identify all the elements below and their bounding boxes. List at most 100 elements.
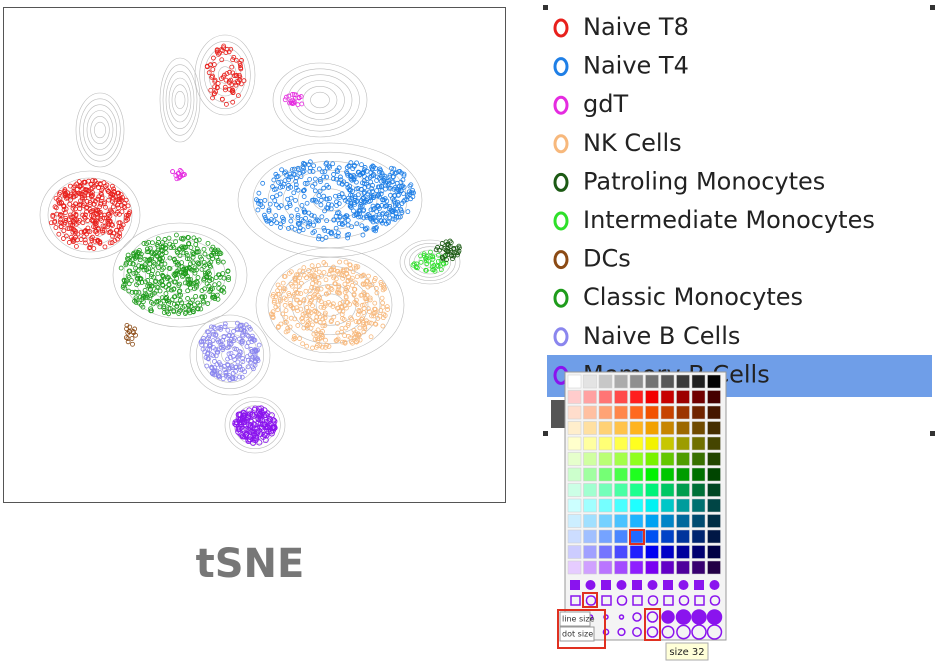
color-swatch[interactable] [691, 467, 706, 482]
color-swatch[interactable] [598, 498, 613, 513]
legend-marker[interactable] [553, 327, 569, 347]
color-swatch[interactable] [691, 421, 706, 435]
color-swatch[interactable] [567, 483, 582, 497]
color-swatch[interactable] [691, 452, 706, 466]
dot-size[interactable] [646, 626, 659, 638]
legend-label[interactable]: Classic Monocytes [583, 283, 803, 311]
color-swatch[interactable] [676, 498, 690, 513]
color-swatch[interactable] [676, 452, 690, 466]
color-swatch[interactable] [614, 390, 628, 404]
legend-marker[interactable] [553, 134, 569, 154]
shape-filled[interactable] [694, 580, 704, 590]
color-swatch[interactable] [645, 452, 659, 466]
dot-size[interactable] [617, 627, 626, 637]
color-swatch[interactable] [614, 514, 628, 528]
color-swatch[interactable] [660, 545, 675, 559]
color-swatch[interactable] [676, 436, 690, 451]
color-swatch[interactable] [660, 483, 675, 497]
color-swatch[interactable] [583, 405, 597, 420]
color-swatch[interactable] [629, 498, 644, 513]
legend-label[interactable]: gdT [583, 90, 628, 118]
color-swatch[interactable] [676, 529, 690, 544]
line-size[interactable] [646, 611, 659, 623]
color-swatch[interactable] [629, 467, 644, 482]
color-swatch[interactable] [598, 545, 613, 559]
shape-open[interactable] [709, 595, 721, 606]
color-swatch[interactable] [583, 390, 597, 404]
color-swatch[interactable] [614, 467, 628, 482]
color-swatch[interactable] [614, 560, 628, 575]
shape-filled[interactable] [601, 580, 611, 590]
color-swatch[interactable] [645, 545, 659, 559]
color-swatch[interactable] [567, 514, 582, 528]
color-swatch[interactable] [598, 374, 613, 389]
dot-size[interactable] [691, 624, 707, 640]
color-swatch[interactable] [629, 483, 644, 497]
color-swatch[interactable] [707, 421, 721, 435]
color-swatch[interactable] [660, 405, 675, 420]
color-swatch[interactable] [676, 467, 690, 482]
color-swatch[interactable] [676, 390, 690, 404]
shape-open[interactable] [616, 595, 628, 606]
color-swatch[interactable] [629, 545, 644, 559]
color-swatch[interactable] [629, 374, 644, 389]
color-swatch[interactable] [583, 483, 597, 497]
shape-open[interactable] [585, 595, 597, 606]
line-size[interactable] [675, 609, 692, 625]
dot-size[interactable] [661, 625, 675, 639]
color-swatch[interactable] [629, 405, 644, 420]
color-swatch[interactable] [614, 374, 628, 389]
color-swatch[interactable] [598, 483, 613, 497]
color-swatch[interactable] [645, 514, 659, 528]
color-swatch[interactable] [676, 483, 690, 497]
color-swatch[interactable] [583, 452, 597, 466]
color-swatch[interactable] [598, 390, 613, 404]
color-swatch[interactable] [567, 452, 582, 466]
color-swatch[interactable] [583, 374, 597, 389]
color-swatch[interactable] [583, 421, 597, 435]
color-swatch[interactable] [707, 467, 721, 482]
color-swatch[interactable] [629, 514, 644, 528]
color-swatch[interactable] [614, 436, 628, 451]
color-swatch[interactable] [629, 560, 644, 575]
color-swatch[interactable] [583, 529, 597, 544]
color-swatch[interactable] [660, 514, 675, 528]
color-swatch[interactable] [645, 421, 659, 435]
color-swatch[interactable] [707, 514, 721, 528]
color-swatch[interactable] [614, 545, 628, 559]
color-swatch[interactable] [691, 390, 706, 404]
color-swatch[interactable] [676, 560, 690, 575]
shape-filled[interactable] [616, 580, 627, 590]
shape-open[interactable] [647, 595, 659, 606]
legend-label[interactable]: Naive B Cells [583, 322, 740, 350]
color-swatch[interactable] [691, 545, 706, 559]
color-swatch[interactable] [645, 390, 659, 404]
color-swatch[interactable] [598, 452, 613, 466]
color-swatch[interactable] [645, 560, 659, 575]
color-swatch[interactable] [567, 436, 582, 451]
line-size[interactable] [691, 609, 707, 625]
color-swatch[interactable] [691, 560, 706, 575]
color-swatch[interactable] [691, 436, 706, 451]
color-swatch[interactable] [645, 498, 659, 513]
color-swatch[interactable] [660, 421, 675, 435]
color-swatch[interactable] [598, 560, 613, 575]
color-swatch[interactable] [629, 390, 644, 404]
color-swatch[interactable] [583, 498, 597, 513]
shape-filled[interactable] [570, 580, 580, 590]
legend-label[interactable]: DCs [583, 245, 631, 273]
color-swatch[interactable] [567, 421, 582, 435]
shape-filled[interactable] [585, 580, 596, 590]
color-swatch[interactable] [598, 436, 613, 451]
color-swatch[interactable] [583, 467, 597, 482]
color-swatch[interactable] [691, 498, 706, 513]
color-swatch[interactable] [614, 498, 628, 513]
legend-label[interactable]: NK Cells [583, 129, 682, 157]
legend-label[interactable]: Naive T8 [583, 13, 689, 41]
color-swatch[interactable] [676, 405, 690, 420]
color-swatch[interactable] [614, 421, 628, 435]
color-swatch[interactable] [629, 436, 644, 451]
color-swatch[interactable] [660, 498, 675, 513]
legend-marker[interactable] [553, 250, 569, 270]
color-swatch[interactable] [614, 405, 628, 420]
